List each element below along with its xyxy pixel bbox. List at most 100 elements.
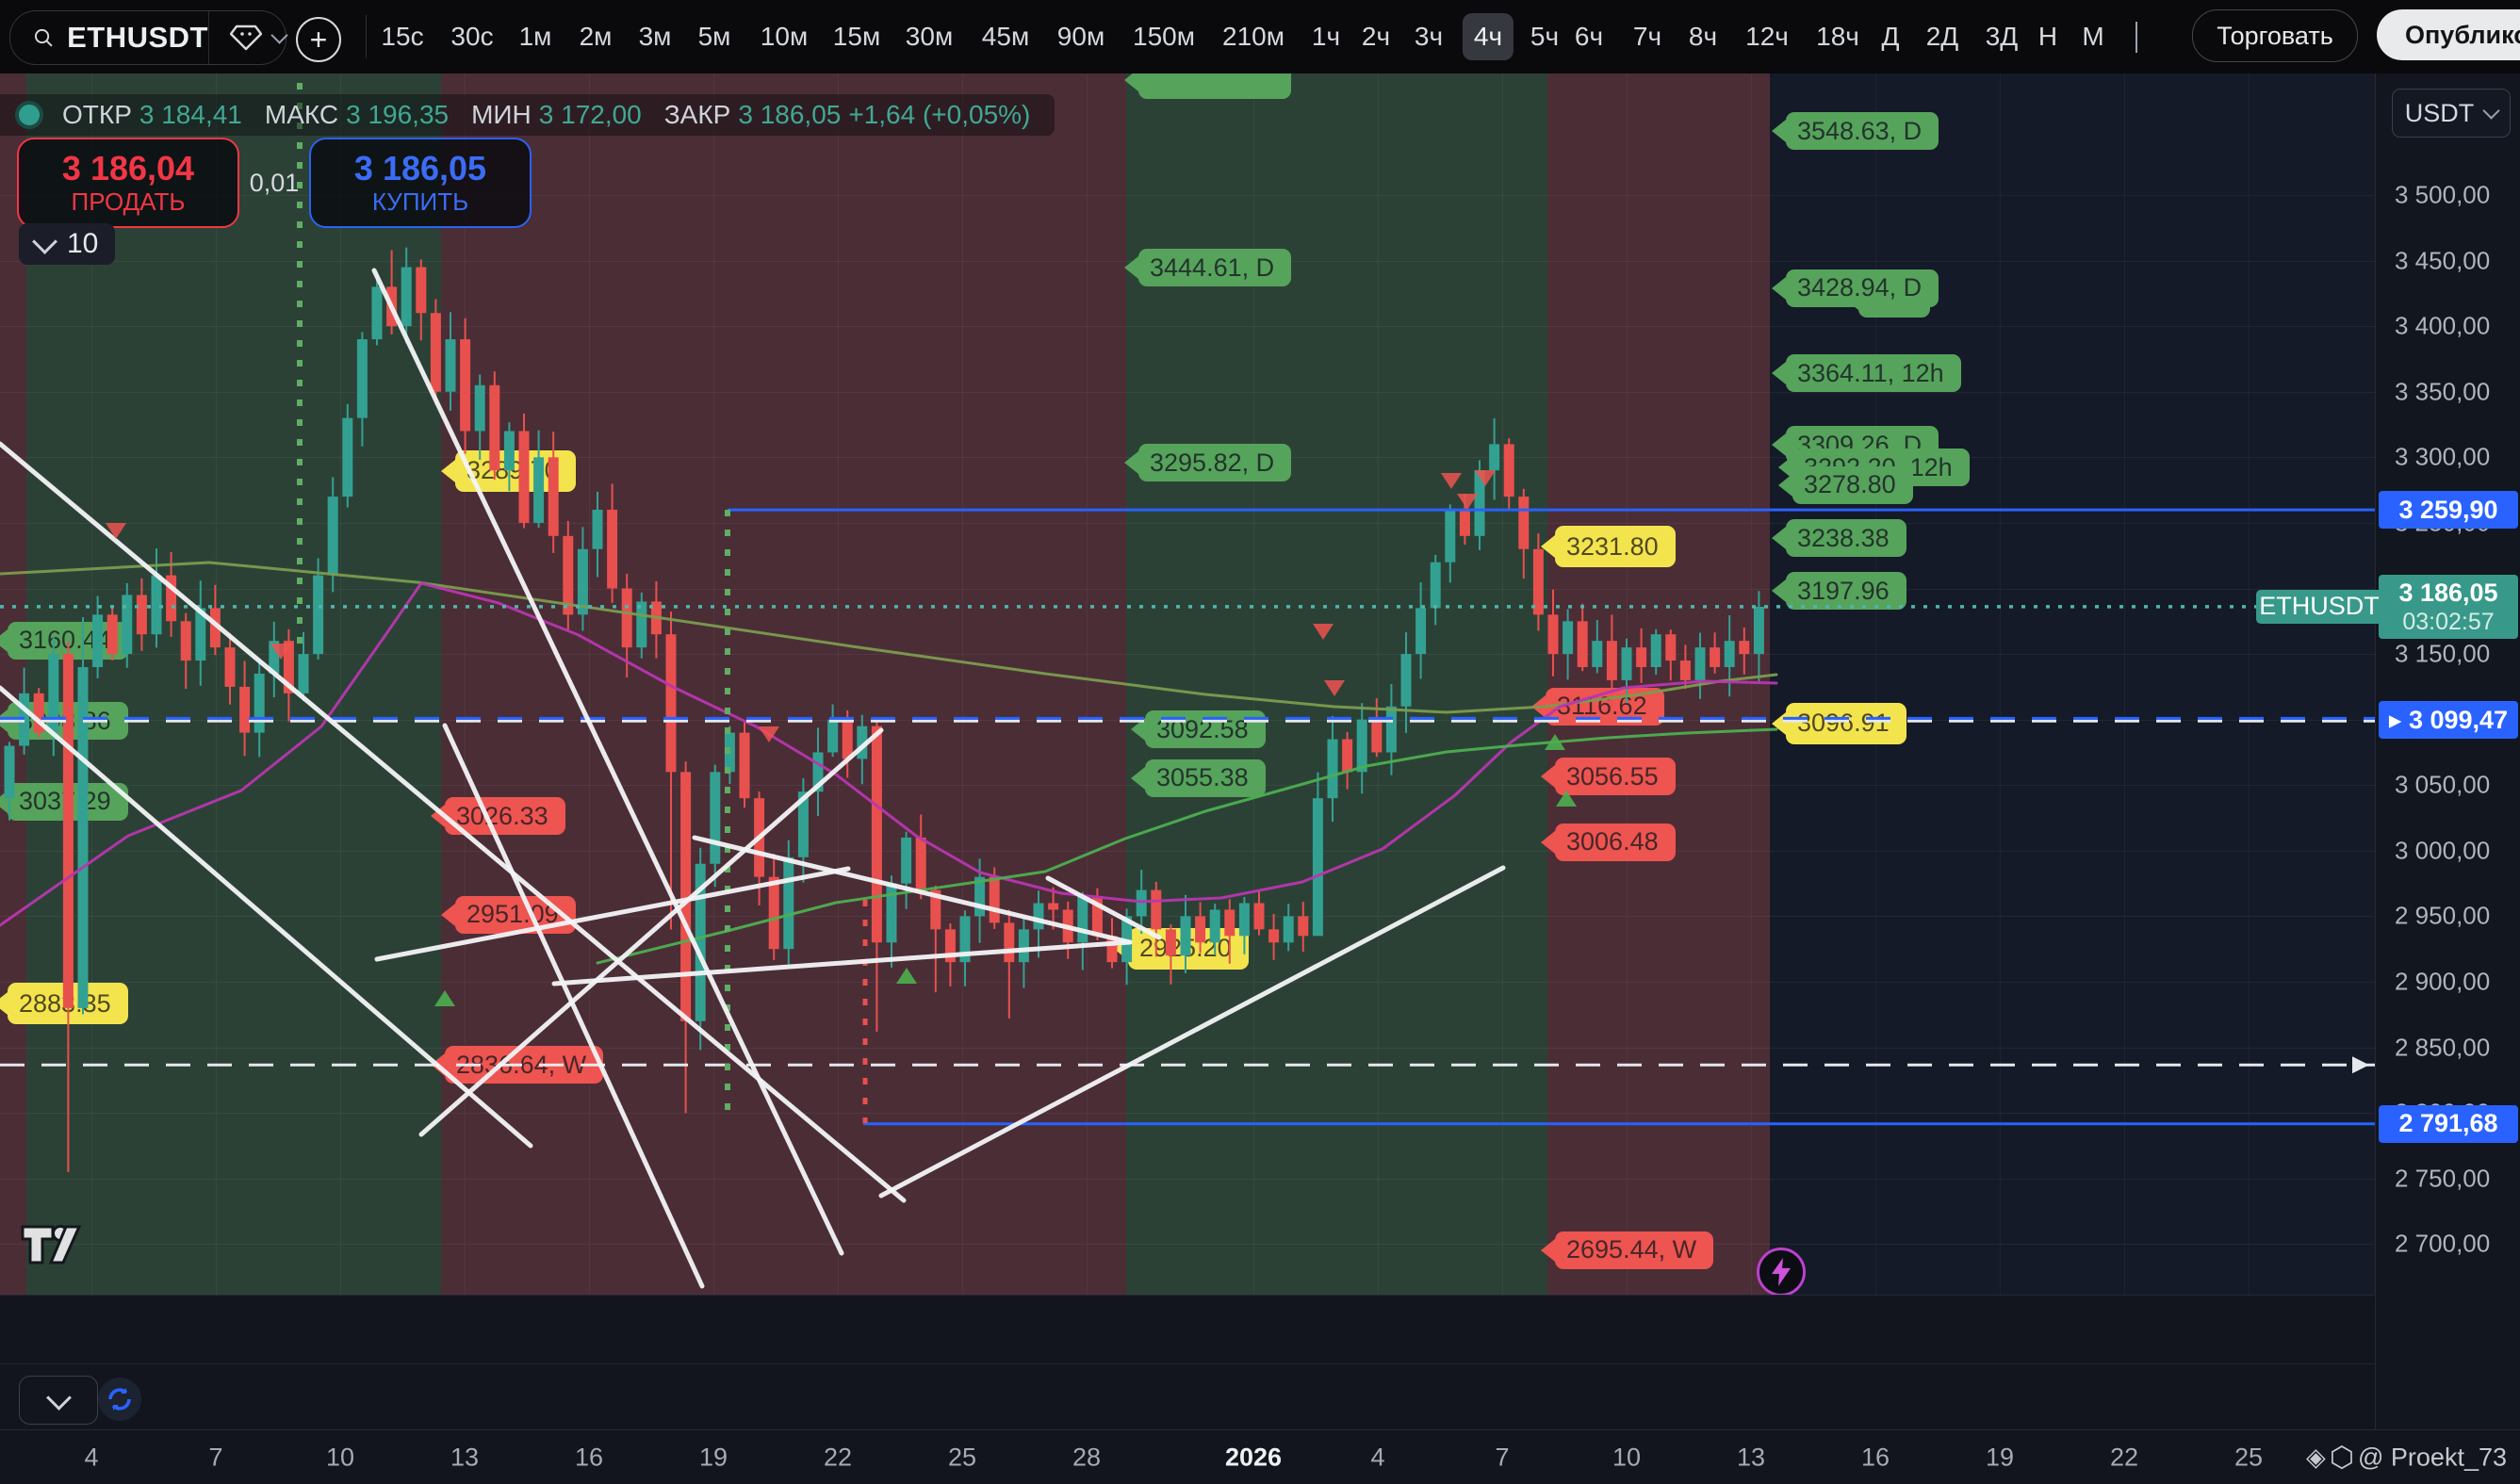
chart-price-label[interactable]: 3278.80 xyxy=(1792,465,1913,504)
price-tick-label: 3 500,00 xyxy=(2395,180,2491,209)
watermark: ◈ ⬡ @ Proekt_73 xyxy=(2306,1441,2507,1474)
timeframe-button-4ч[interactable]: 4ч xyxy=(1462,13,1514,60)
chevron-down-icon xyxy=(2135,22,2137,53)
chart-price-label[interactable]: 3026.33 xyxy=(445,797,565,836)
chart-price-label[interactable]: 3364.11, 12h xyxy=(1786,354,1961,393)
chart-price-label[interactable]: 3444.61, D xyxy=(1138,249,1292,287)
ohlc-row: ОТКР 3 184,41 МАКС 3 196,35 МИН 3 172,00… xyxy=(0,94,1055,136)
chart-price-label[interactable]: 3055.38 xyxy=(1145,758,1266,797)
chart-price-label[interactable]: 2951.09 xyxy=(455,895,576,934)
buy-button[interactable]: 3 186,05 КУПИТЬ xyxy=(309,138,532,228)
time-axis-label: 13 xyxy=(1736,1443,1766,1471)
timeframe-button-18ч[interactable]: 18ч xyxy=(1816,22,1859,51)
timeframe-button-3Д[interactable]: 3Д xyxy=(1985,22,2019,51)
chart-price-label[interactable]: 2695.44, W xyxy=(1555,1231,1714,1269)
chart-price-label[interactable]: 3289.70 xyxy=(455,449,576,492)
grid-line-h xyxy=(0,982,2375,984)
chart-area[interactable]: 3160.44 3098.86 3037.29 2883.35 3289.70 3026.… xyxy=(0,73,2375,1295)
timeframe-button-2ч[interactable]: 2ч xyxy=(1361,22,1391,51)
grid-line-v xyxy=(2000,73,2001,1295)
grid-line-h xyxy=(0,588,2375,590)
buy-price: 3 186,05 xyxy=(353,149,487,188)
grid-line-v xyxy=(216,73,217,1295)
symbol-flags-menu[interactable] xyxy=(209,24,288,52)
grid-line-v xyxy=(838,73,839,1295)
price-axis[interactable]: 3 500,00 3 450,00 3 400,00 3 350,00 3 300,00… xyxy=(2375,73,2520,1429)
timeframe-button-15м[interactable]: 15м xyxy=(832,22,881,51)
sell-button[interactable]: 3 186,04 ПРОДАТЬ xyxy=(17,138,239,228)
chart-price-label[interactable]: 3037.29 xyxy=(8,782,128,821)
chart-price-label[interactable]: 3092.58 xyxy=(1145,710,1266,748)
timeframe-button-Д[interactable]: Д xyxy=(1881,22,1900,51)
chart-price-label[interactable]: 3006.48 xyxy=(1555,823,1676,861)
chart-price-label[interactable]: 3295.82, D xyxy=(1138,444,1292,482)
hexagon-logo-icon: ⬡ xyxy=(2329,1442,2354,1473)
grid-line-v xyxy=(1502,73,1503,1295)
chart-price-label[interactable]: 3197.96 xyxy=(1786,572,1906,611)
tradingview-logo-icon[interactable] xyxy=(21,1223,83,1271)
session-band xyxy=(1547,73,1770,1295)
chevron-down-icon xyxy=(32,228,57,254)
time-axis[interactable]: ◈ ⬡ @ Proekt_73 4 7 10 13 16 19 22 25 28 2026 4 7 10… xyxy=(0,1429,2520,1484)
timeframe-more-button[interactable] xyxy=(2124,13,2149,60)
timeframe-button-30с[interactable]: 30с xyxy=(450,22,494,51)
timeframe-button-8ч[interactable]: 8ч xyxy=(1688,22,1718,51)
timeframe-button-3м[interactable]: 3м xyxy=(638,22,672,51)
market-status-icon[interactable] xyxy=(15,101,43,129)
refresh-button[interactable] xyxy=(98,1378,141,1421)
timeframe-button-12ч[interactable]: 12ч xyxy=(1745,22,1789,51)
depth-selector[interactable]: 10 xyxy=(19,223,116,265)
timeframe-button-210м[interactable]: 210м xyxy=(1222,22,1285,51)
timeframe-button-7ч[interactable]: 7ч xyxy=(1632,22,1662,51)
timeframe-button-5м[interactable]: 5м xyxy=(697,22,731,51)
refresh-icon xyxy=(108,1388,131,1411)
chart-price-label[interactable]: 3548.63, D xyxy=(1786,112,1939,151)
timeframe-button-150м[interactable]: 150м xyxy=(1133,22,1195,51)
chart-price-label[interactable]: 3116.62 xyxy=(1546,687,1664,726)
chart-price-label[interactable]: 2925.20 xyxy=(1128,927,1249,970)
chart-price-label[interactable]: 3160.44 xyxy=(8,621,128,660)
timeframe-button-2м[interactable]: 2м xyxy=(579,22,613,51)
grid-line-v xyxy=(1087,73,1088,1295)
chart-price-label[interactable]: 3238.38 xyxy=(1786,519,1906,558)
chart-price-label[interactable]: 2836.64, W xyxy=(445,1046,604,1084)
chart-price-label[interactable]: 3096.91 xyxy=(1786,702,1906,744)
timeframe-button-90м[interactable]: 90м xyxy=(1056,22,1105,51)
time-axis-label: 25 xyxy=(2234,1443,2264,1471)
lightning-badge-icon[interactable] xyxy=(1757,1248,1806,1296)
timeframe-button-45м[interactable]: 45м xyxy=(981,22,1030,51)
grid-line-v xyxy=(962,73,963,1295)
grid-line-h xyxy=(0,391,2375,393)
timeframe-button-6ч[interactable]: 6ч xyxy=(1574,22,1604,51)
grid-line-v xyxy=(2249,73,2250,1295)
session-band xyxy=(441,73,1126,1295)
grid-line-h xyxy=(0,195,2375,196)
timeframe-button-Н[interactable]: Н xyxy=(2037,22,2058,51)
timeframe-button-1м[interactable]: 1м xyxy=(518,22,552,51)
chart-price-label[interactable] xyxy=(1138,73,1291,99)
timeframe-button-1ч[interactable]: 1ч xyxy=(1311,22,1341,51)
price-tick-label: 2 950,00 xyxy=(2395,901,2491,930)
chart-price-label[interactable]: 3056.55 xyxy=(1555,758,1676,796)
timeframe-button-2Д[interactable]: 2Д xyxy=(1925,22,1959,51)
countdown-timer: 03:02:57 xyxy=(2402,609,2495,636)
grid-line-v xyxy=(465,73,466,1295)
timeframe-button-М[interactable]: М xyxy=(2082,22,2104,51)
publish-button[interactable]: Опублико xyxy=(2377,9,2520,60)
time-axis-label: 10 xyxy=(1612,1443,1642,1471)
symbol-search[interactable]: ETHUSDT xyxy=(9,10,288,65)
timeframe-button-15с[interactable]: 15с xyxy=(381,22,424,51)
timeframe-button-3ч[interactable]: 3ч xyxy=(1414,22,1444,51)
expand-pane-button[interactable] xyxy=(19,1376,98,1425)
trade-button[interactable]: Торговать xyxy=(2192,9,2358,62)
currency-selector[interactable]: USDT xyxy=(2392,89,2511,138)
timeframe-button-10м[interactable]: 10м xyxy=(760,22,809,51)
chart-price-label[interactable]: 3428.94, D xyxy=(1786,269,1939,307)
timeframe-button-5ч[interactable]: 5ч xyxy=(1530,22,1560,51)
chart-price-label[interactable]: 3231.80 xyxy=(1555,526,1676,568)
chart-price-label[interactable]: 3098.86 xyxy=(8,702,128,741)
add-symbol-button[interactable]: + xyxy=(296,17,341,62)
timeframe-button-30м[interactable]: 30м xyxy=(905,22,954,51)
chart-price-label[interactable]: 2883.35 xyxy=(8,983,128,1025)
high-value: 3 196,35 xyxy=(346,100,450,129)
